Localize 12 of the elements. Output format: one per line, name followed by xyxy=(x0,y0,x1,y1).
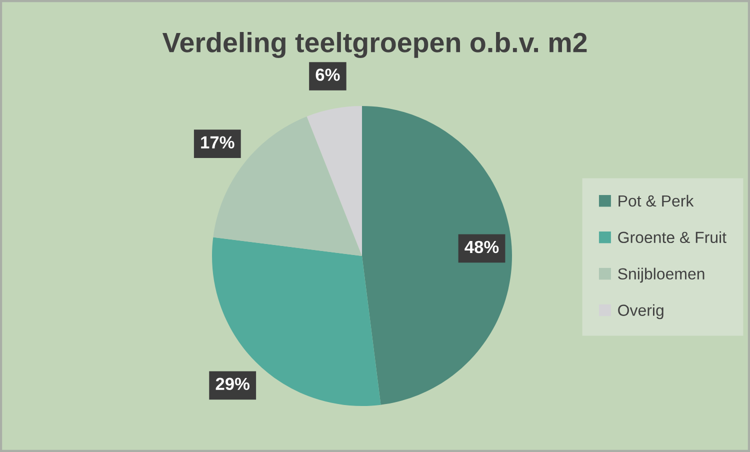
legend-label: Pot & Perk xyxy=(618,194,694,207)
data-label: 6% xyxy=(316,68,340,81)
data-label: 29% xyxy=(216,378,250,390)
pie-slice xyxy=(362,106,512,405)
data-label: 48% xyxy=(464,240,499,254)
legend-label: Snijbloemen xyxy=(618,268,704,283)
chart-title: Verdeling teeltgroepen o.b.v. m2 xyxy=(162,32,587,58)
pie-slice xyxy=(306,106,362,256)
legend-label: Groente & Fruit xyxy=(618,231,726,244)
data-label: 17% xyxy=(201,136,234,148)
legend-label: Overig xyxy=(618,304,664,320)
pie-slice xyxy=(212,237,381,406)
